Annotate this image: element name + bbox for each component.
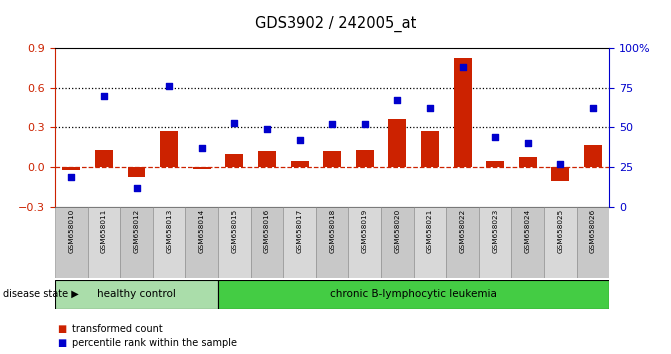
Bar (218, 207, 251, 278)
Text: disease state ▶: disease state ▶ (3, 289, 79, 299)
Bar (519, 156, 537, 167)
Text: GDS3902 / 242005_at: GDS3902 / 242005_at (255, 16, 416, 32)
Bar (95, 150, 113, 167)
Text: GSM658010: GSM658010 (68, 209, 74, 253)
Bar (193, 167, 211, 169)
Point (425, 105, 435, 111)
Bar (576, 207, 609, 278)
Point (131, 185, 142, 191)
Bar (225, 154, 244, 167)
Bar (552, 167, 569, 181)
Text: GSM658016: GSM658016 (264, 209, 270, 253)
Text: GSM658014: GSM658014 (199, 209, 205, 253)
Bar (381, 207, 413, 278)
Text: GSM658018: GSM658018 (329, 209, 335, 253)
Text: GSM658017: GSM658017 (297, 209, 303, 253)
Bar (283, 207, 316, 278)
Point (99, 93, 109, 98)
Bar (584, 145, 602, 167)
Text: ■: ■ (57, 338, 66, 348)
Point (66, 174, 76, 180)
Text: transformed count: transformed count (72, 324, 162, 333)
Text: GSM658026: GSM658026 (590, 209, 596, 253)
Point (327, 121, 338, 127)
Bar (291, 161, 309, 167)
Bar (348, 207, 381, 278)
Bar (479, 207, 511, 278)
Bar (153, 207, 185, 278)
Point (392, 97, 403, 103)
Bar (446, 207, 479, 278)
Point (588, 105, 599, 111)
Text: healthy control: healthy control (97, 289, 176, 299)
Bar (127, 167, 146, 177)
Bar (160, 131, 178, 167)
Bar (389, 120, 407, 167)
Bar (62, 167, 81, 170)
Bar (413, 207, 446, 278)
Bar (511, 207, 544, 278)
Bar (486, 161, 504, 167)
Text: ■: ■ (57, 324, 66, 333)
Bar (120, 207, 153, 278)
Bar (258, 152, 276, 167)
Text: chronic B-lymphocytic leukemia: chronic B-lymphocytic leukemia (330, 289, 497, 299)
Text: percentile rank within the sample: percentile rank within the sample (72, 338, 237, 348)
Bar (316, 207, 348, 278)
Text: GSM658012: GSM658012 (134, 209, 140, 253)
Text: GSM658021: GSM658021 (427, 209, 433, 253)
Text: GSM658024: GSM658024 (525, 209, 531, 253)
Text: GSM658015: GSM658015 (231, 209, 238, 253)
Point (197, 145, 207, 151)
Point (523, 141, 533, 146)
Text: GSM658020: GSM658020 (395, 209, 401, 253)
Point (229, 120, 240, 126)
Point (262, 126, 272, 132)
Point (457, 64, 468, 70)
Bar (454, 58, 472, 167)
Text: GSM658011: GSM658011 (101, 209, 107, 253)
Bar (251, 207, 283, 278)
Bar (218, 280, 609, 309)
Bar (55, 207, 88, 278)
Bar (185, 207, 218, 278)
Bar (356, 150, 374, 167)
Text: GSM658025: GSM658025 (558, 209, 564, 253)
Text: GSM658023: GSM658023 (492, 209, 498, 253)
Text: GSM658022: GSM658022 (460, 209, 466, 253)
Bar (88, 207, 120, 278)
Text: GSM658019: GSM658019 (362, 209, 368, 253)
Text: GSM658013: GSM658013 (166, 209, 172, 253)
Bar (421, 131, 439, 167)
Point (490, 134, 501, 140)
Point (360, 121, 370, 127)
Bar (323, 152, 341, 167)
Bar (544, 207, 576, 278)
Point (294, 137, 305, 143)
Point (555, 161, 566, 167)
Bar (55, 280, 218, 309)
Point (164, 83, 174, 89)
